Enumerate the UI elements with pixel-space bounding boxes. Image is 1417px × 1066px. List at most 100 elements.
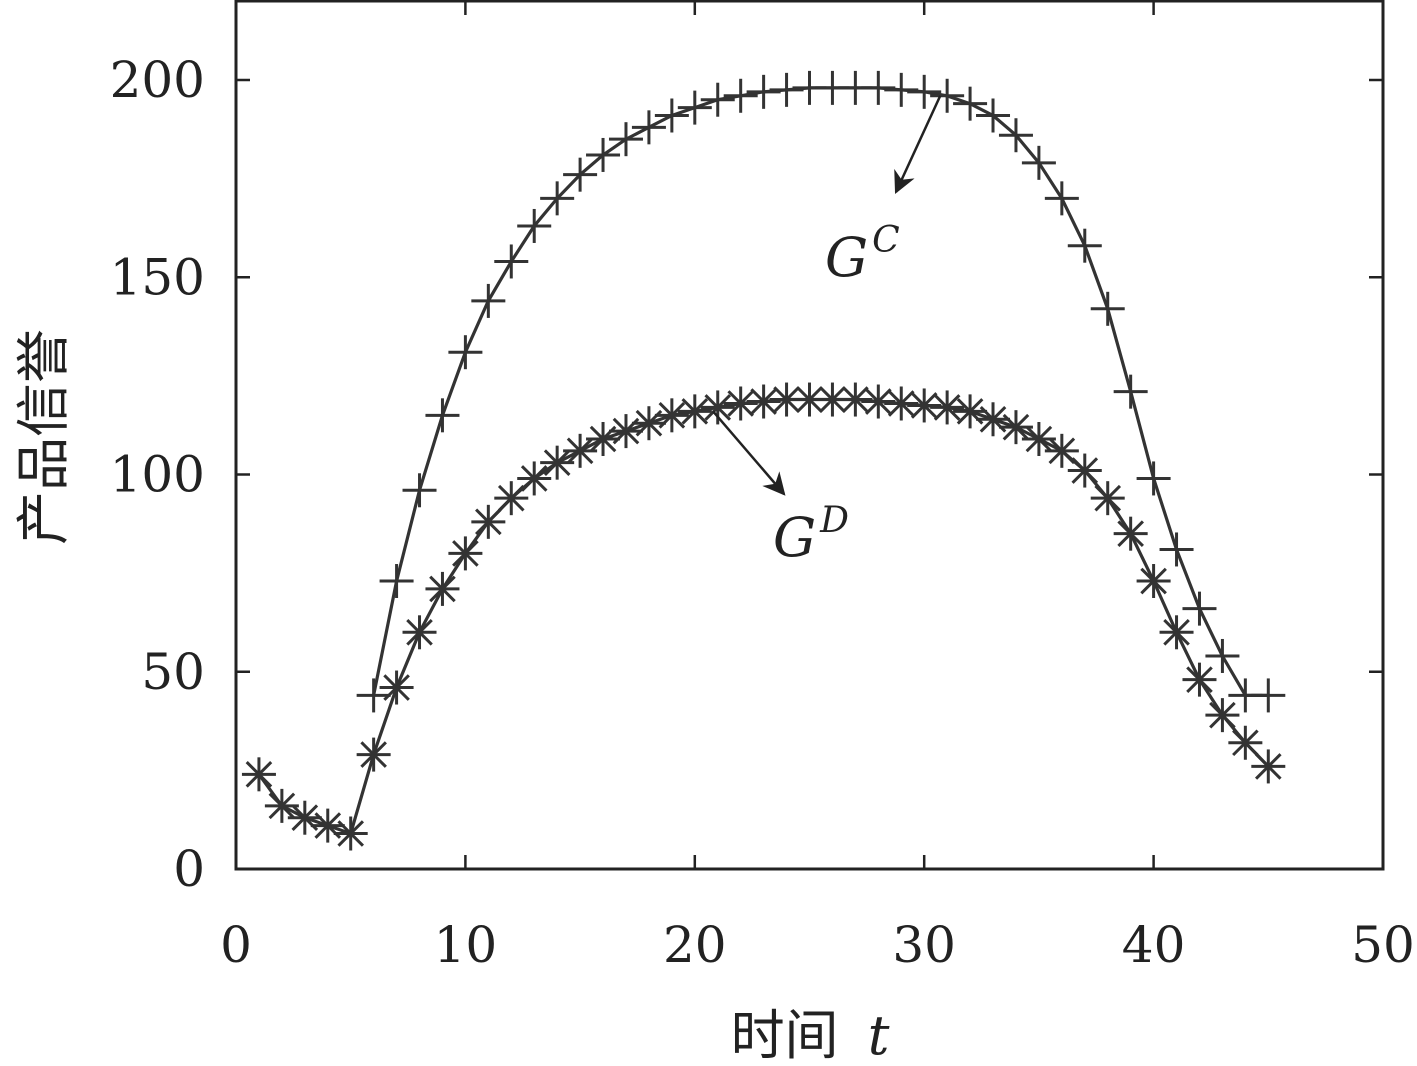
annotation-superscript: C [872, 220, 900, 261]
plus-marker [930, 78, 965, 113]
plus-marker [425, 398, 460, 433]
plot-border [234, 0, 1385, 871]
asterisk-marker [998, 410, 1033, 445]
asterisk-marker [654, 398, 689, 433]
asterisk-marker [517, 461, 552, 496]
plus-marker [1205, 638, 1240, 673]
y-axis-title: 产品信誉 [12, 329, 75, 545]
plus-marker [654, 98, 689, 133]
asterisk-marker [1113, 516, 1148, 551]
asterisk-marker [563, 433, 598, 468]
plus-marker [998, 118, 1033, 153]
plus-marker [1159, 532, 1194, 567]
asterisk-marker [815, 382, 850, 417]
plus-marker [746, 74, 781, 109]
series-gc [356, 70, 1286, 713]
asterisk-marker [608, 414, 643, 449]
plus-marker [1021, 145, 1056, 180]
asterisk-marker [700, 390, 735, 425]
plus-marker [1136, 461, 1171, 496]
asterisk-marker [723, 386, 758, 421]
plus-marker [631, 110, 666, 145]
x-axis-title: 时间 t [731, 1004, 890, 1066]
asterisk-marker [1044, 433, 1079, 468]
plus-marker [402, 473, 437, 508]
plus-marker [1251, 678, 1286, 713]
asterisk-marker [287, 800, 322, 835]
plus-marker [700, 82, 735, 117]
y-tick-label: 0 [173, 840, 205, 898]
plus-marker [1067, 228, 1102, 263]
asterisk-marker [1205, 698, 1240, 733]
plus-marker [769, 72, 804, 107]
plus-marker [723, 78, 758, 113]
annotation-base: G [825, 226, 868, 289]
y-tick-label: 100 [110, 446, 205, 504]
plus-marker [494, 244, 529, 279]
plus-marker [907, 74, 942, 109]
plus-marker [586, 137, 621, 172]
plus-marker [379, 564, 414, 599]
annotation-base: G [773, 506, 816, 569]
asterisk-marker [425, 571, 460, 606]
asterisk-marker [838, 382, 873, 417]
asterisk-marker [586, 421, 621, 456]
plus-marker [540, 181, 575, 216]
asterisk-marker [976, 402, 1011, 437]
asterisk-marker [746, 384, 781, 419]
plus-marker [861, 70, 896, 105]
x-axis-label: 时间 [731, 1004, 839, 1066]
asterisk-marker [631, 406, 666, 441]
asterisk-marker [1136, 564, 1171, 599]
asterisk-marker [402, 615, 437, 650]
plus-marker [563, 157, 598, 192]
asterisk-marker [1090, 481, 1125, 516]
plus-marker [953, 86, 988, 121]
asterisk-marker [1159, 615, 1194, 650]
plus-marker [356, 678, 391, 713]
asterisk-marker [540, 445, 575, 480]
y-tick-label: 150 [110, 248, 205, 306]
plus-marker [1044, 181, 1079, 216]
series-layer [241, 70, 1286, 851]
series-gd [241, 382, 1286, 851]
plus-marker [448, 335, 483, 370]
x-tick-label: 30 [892, 916, 956, 974]
y-tick-label: 200 [110, 51, 205, 109]
asterisk-marker [241, 757, 276, 792]
asterisk-marker [379, 670, 414, 705]
plot-frame [234, 0, 1385, 871]
x-tick-label: 50 [1351, 916, 1415, 974]
asterisk-marker [1228, 725, 1263, 760]
annotation-superscript: D [819, 500, 849, 541]
asterisk-marker [953, 394, 988, 429]
y-tick-label: 50 [141, 643, 205, 701]
asterisk-marker [356, 737, 391, 772]
asterisk-marker [310, 808, 345, 843]
asterisk-marker [471, 504, 506, 539]
plus-marker [1182, 591, 1217, 626]
asterisk-marker [884, 386, 919, 421]
asterisk-marker [1067, 453, 1102, 488]
axis-ticks: 0 10 20 30 40 50 0 50 100 150 200 [110, 1, 1415, 974]
asterisk-marker [930, 390, 965, 425]
plus-marker [884, 72, 919, 107]
x-axis-variable: t [868, 1004, 890, 1066]
series-line [257, 397, 1270, 836]
annotation-arrow [894, 95, 942, 195]
asterisk-marker [861, 384, 896, 419]
asterisk-marker [1251, 749, 1286, 784]
asterisk-marker [1182, 662, 1217, 697]
plus-marker [608, 122, 643, 157]
x-tick-label: 40 [1122, 916, 1186, 974]
asterisk-marker [907, 388, 942, 423]
plus-marker [677, 90, 712, 125]
x-tick-label: 0 [220, 916, 252, 974]
plus-marker [976, 98, 1011, 133]
asterisk-marker [494, 481, 529, 516]
asterisk-marker [677, 394, 712, 429]
plus-marker [471, 283, 506, 318]
asterisk-marker [333, 816, 368, 851]
